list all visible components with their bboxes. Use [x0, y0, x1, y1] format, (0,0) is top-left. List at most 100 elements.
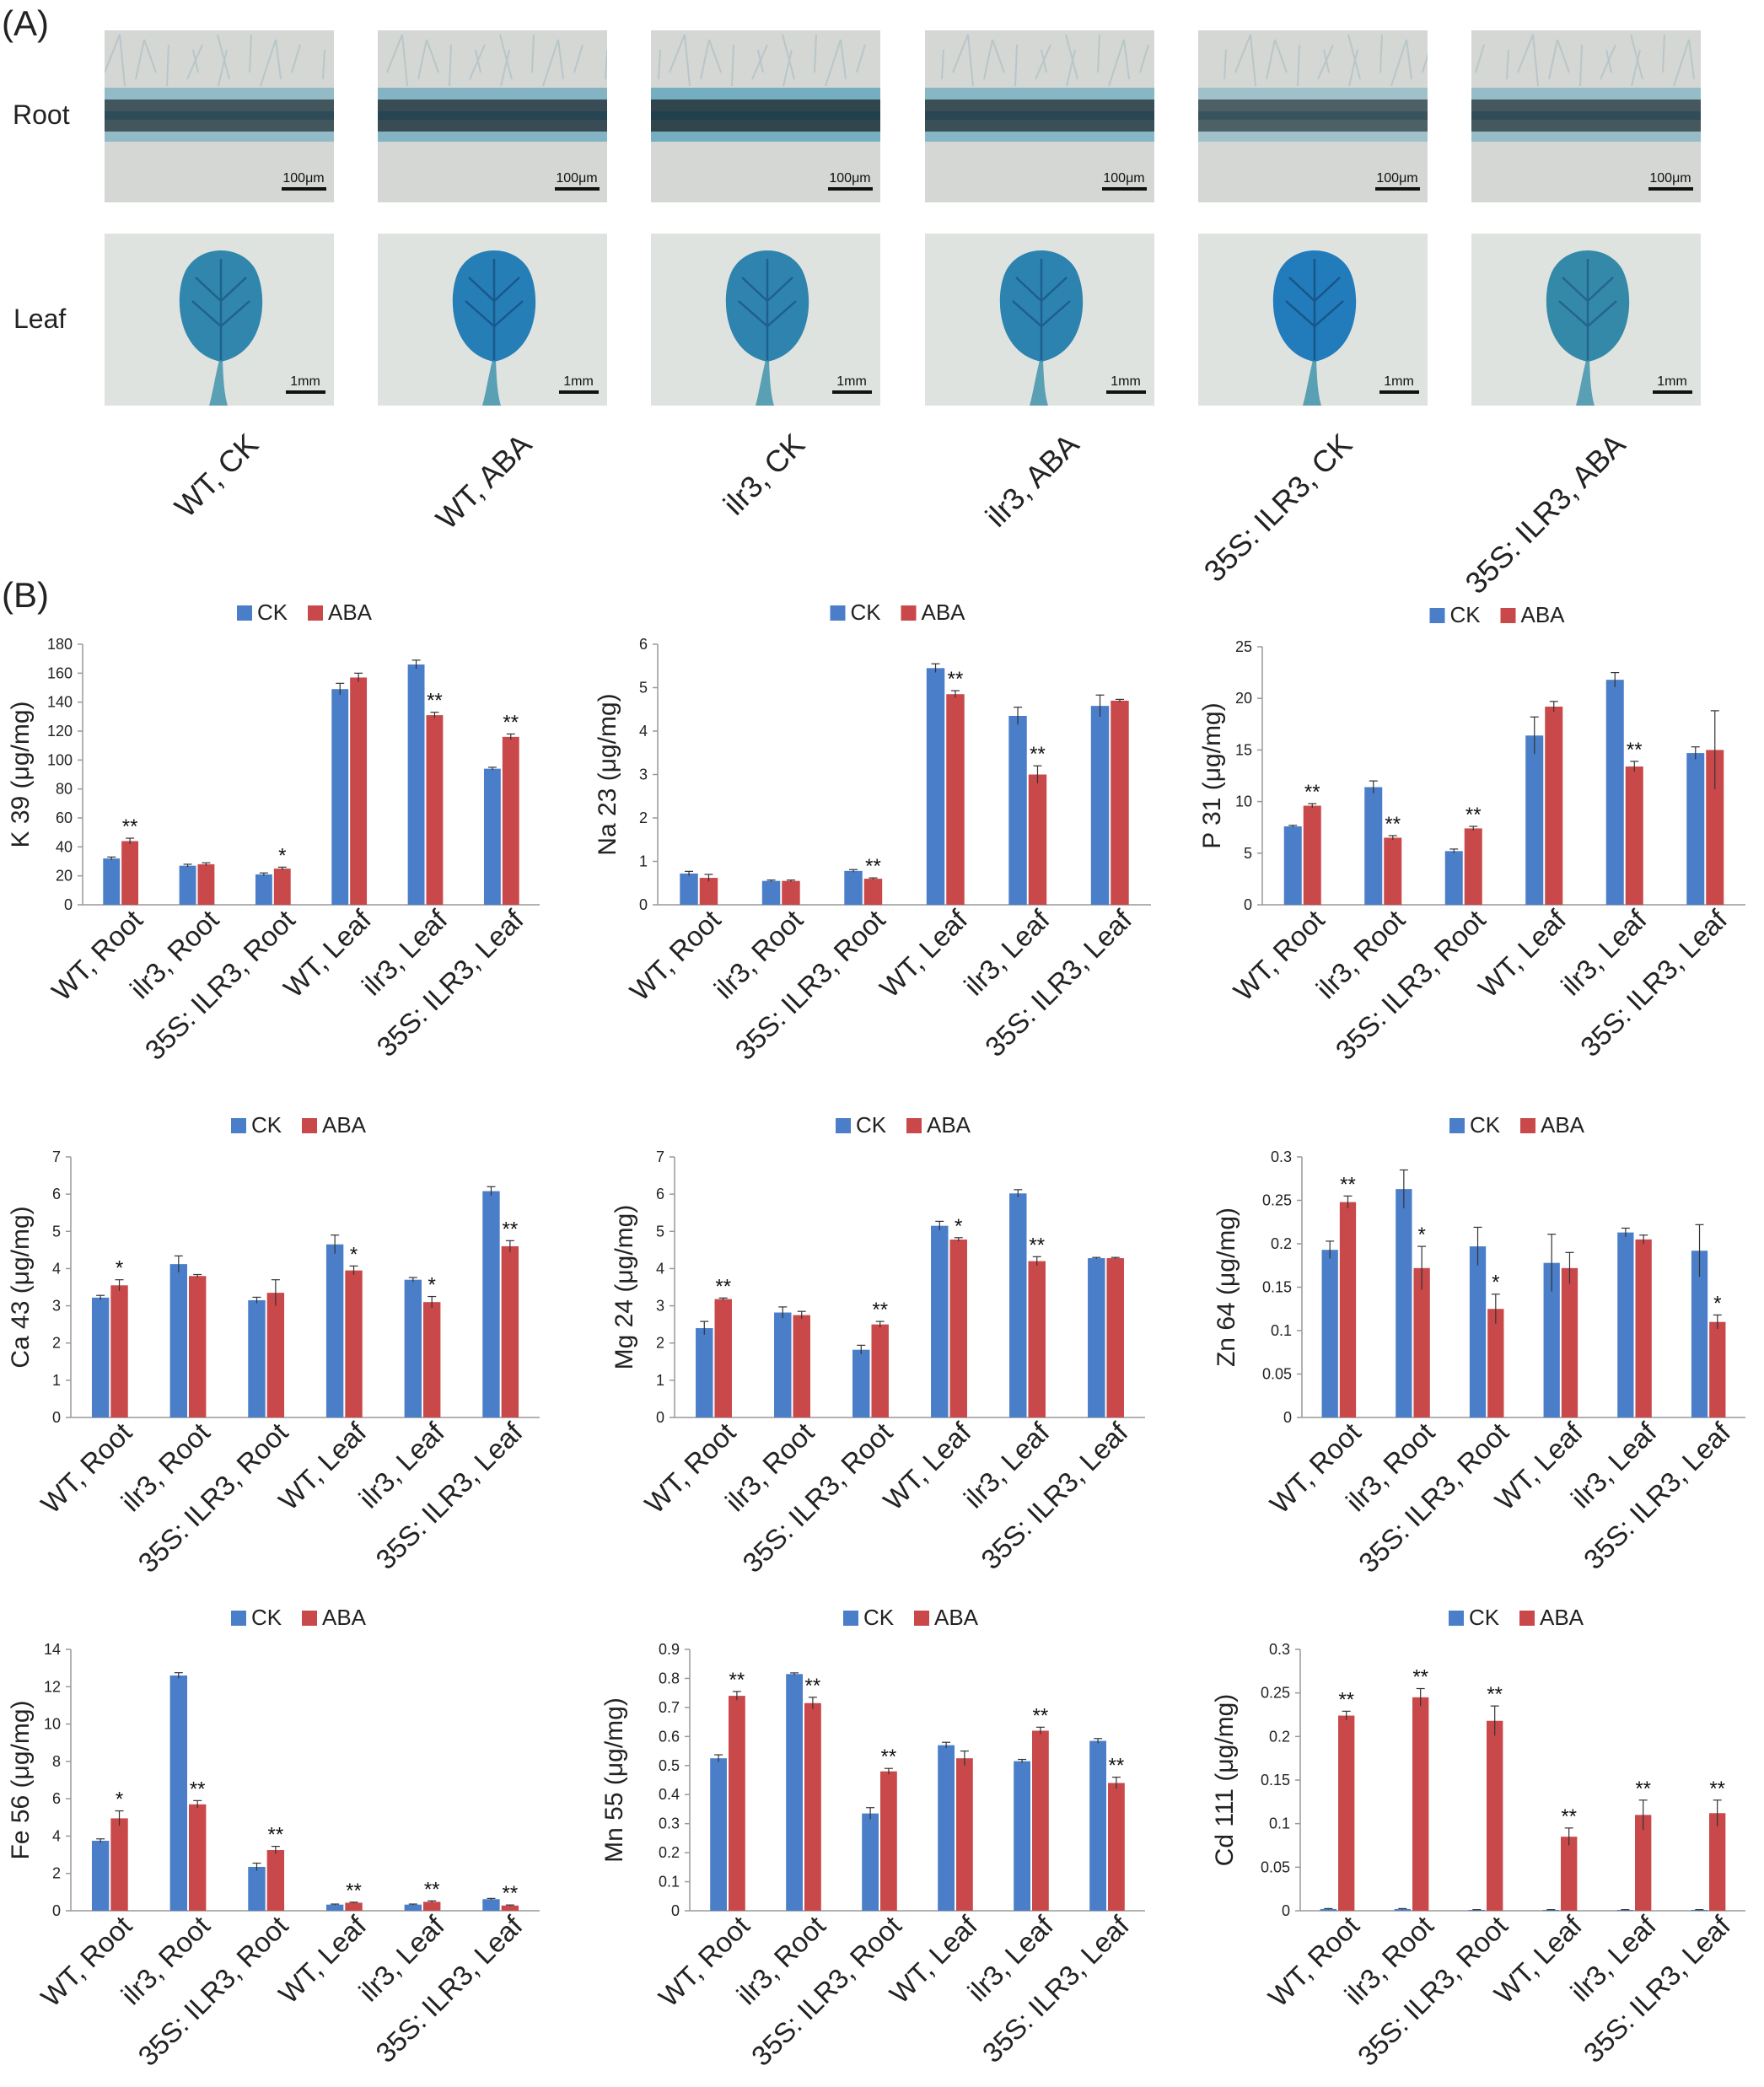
svg-text:100μm: 100μm	[829, 171, 870, 186]
bar-ck	[1691, 1251, 1708, 1417]
legend-swatch-aba	[302, 1611, 317, 1626]
bar-ck	[325, 1244, 344, 1417]
bar-aba	[1108, 1783, 1125, 1911]
significance-mark: **	[1109, 1755, 1125, 1778]
significance-mark: **	[1709, 1778, 1725, 1800]
panel-b-label: (B)	[2, 575, 49, 615]
bar-ck	[248, 1299, 266, 1417]
svg-text:1mm: 1mm	[836, 374, 867, 389]
bar-ck	[1691, 1909, 1708, 1911]
y-tick-label: 0.1	[1271, 1322, 1292, 1339]
bar-aba	[266, 1293, 285, 1417]
legend-label-ck: CK	[257, 600, 288, 625]
svg-text:100μm: 100μm	[1103, 171, 1144, 186]
y-tick-label: 0	[656, 1409, 664, 1426]
legend-swatch-aba	[914, 1611, 929, 1626]
y-tick-label: 7	[52, 1148, 61, 1165]
bar-ck	[786, 1674, 803, 1911]
leaf-photo: 1mm	[378, 234, 607, 406]
bar-aba	[1487, 1309, 1504, 1417]
legend-swatch-ck	[231, 1118, 246, 1133]
svg-text:1mm: 1mm	[1657, 374, 1687, 389]
bar-ck	[926, 668, 945, 905]
bar-aba	[501, 1905, 519, 1911]
y-axis-label: Mn 55 (μg/mg)	[600, 1697, 628, 1863]
bar-ck	[862, 1813, 879, 1911]
y-axis-label: Zn 64 (μg/mg)	[1213, 1208, 1240, 1367]
significance-mark: *	[428, 1274, 436, 1297]
y-tick-label: 0	[639, 896, 648, 913]
y-tick-label: 0.2	[1271, 1235, 1292, 1252]
bar-aba	[197, 863, 215, 905]
bar-ck	[169, 1264, 187, 1417]
leaf-photo: 1mm	[1198, 234, 1428, 406]
bar-ck	[1468, 1909, 1485, 1911]
y-tick-label: 0.05	[1261, 1858, 1290, 1875]
root-photo: 100μm	[378, 30, 607, 202]
y-tick-label: 0	[52, 1409, 61, 1426]
chart-6: 0 2 4 6 8 10 12 14 Fe 56 (μg/mg) CK ABA * WT, Root **…	[7, 1605, 540, 2072]
significance-mark: **	[424, 1878, 440, 1901]
y-tick-label: 0.3	[659, 1815, 680, 1832]
bar-aba	[1709, 1813, 1726, 1911]
y-tick-label: 0.9	[659, 1641, 680, 1658]
y-tick-label: 0.25	[1262, 1192, 1292, 1209]
y-tick-label: 5	[1244, 845, 1252, 862]
y-tick-label: 6	[52, 1790, 61, 1807]
chart-0: 0 20 40 60 80 100 120 140 160 180 K 39 (μg/mg) CK AB…	[7, 600, 540, 1066]
significance-mark: **	[948, 668, 964, 691]
bar-ck	[1014, 1761, 1030, 1911]
row-label-root: Root	[13, 100, 70, 130]
bar-aba	[423, 1302, 441, 1417]
category-label: 35S: ILR3, Leaf	[1574, 903, 1734, 1062]
bar-ck	[482, 1191, 500, 1417]
significance-mark: **	[1635, 1778, 1651, 1800]
bar-aba	[1635, 1239, 1652, 1417]
bar-ck	[938, 1745, 955, 1911]
category-label: 35S: ILR3, Leaf	[979, 903, 1138, 1062]
bar-ck	[248, 1866, 266, 1911]
y-axis-label: Mg 24 (μg/mg)	[610, 1205, 638, 1370]
legend-swatch-aba	[901, 605, 917, 621]
y-tick-label: 2	[639, 810, 648, 826]
bar-ck	[482, 1899, 500, 1911]
y-tick-label: 15	[1235, 741, 1252, 758]
legend-swatch-ck	[231, 1611, 246, 1626]
category-label: WT, Root	[35, 1910, 137, 2013]
bar-aba	[699, 878, 718, 905]
bar-aba	[782, 880, 800, 905]
panel-a-label: (A)	[2, 3, 49, 43]
legend-label-ck: CK	[863, 1605, 895, 1630]
bar-ck	[1396, 1189, 1412, 1417]
significance-mark: **	[503, 711, 519, 734]
bar-ck	[404, 1904, 422, 1911]
legend-label-aba: ABA	[1541, 1112, 1585, 1138]
bar-aba	[501, 1245, 519, 1417]
legend-swatch-ck	[237, 605, 252, 621]
bar-ck	[1686, 753, 1705, 905]
bar-ck	[1617, 1232, 1634, 1417]
bar-aba	[714, 1299, 732, 1417]
significance-mark: *	[278, 844, 286, 867]
bar-aba	[1625, 766, 1643, 905]
bar-aba	[423, 1901, 441, 1911]
significance-mark: **	[1466, 804, 1482, 826]
y-tick-label: 0.15	[1261, 1772, 1290, 1788]
bar-aba	[1561, 1267, 1578, 1417]
y-tick-label: 0	[52, 1902, 61, 1919]
bar-aba	[1384, 837, 1402, 905]
significance-mark: *	[116, 1788, 123, 1811]
significance-mark: **	[346, 1880, 362, 1902]
bar-ck	[407, 664, 425, 905]
significance-mark: **	[427, 690, 443, 713]
bar-ck	[1616, 1909, 1633, 1911]
legend-swatch-ck	[836, 1118, 851, 1133]
bar-aba	[949, 1239, 967, 1417]
bar-ck	[91, 1840, 110, 1911]
legend-swatch-aba	[302, 1118, 317, 1133]
y-tick-label: 1	[639, 853, 648, 870]
bar-aba	[110, 1818, 128, 1911]
bar-aba	[426, 715, 444, 905]
bar-aba	[1487, 1720, 1503, 1911]
y-tick-label: 120	[47, 723, 73, 740]
